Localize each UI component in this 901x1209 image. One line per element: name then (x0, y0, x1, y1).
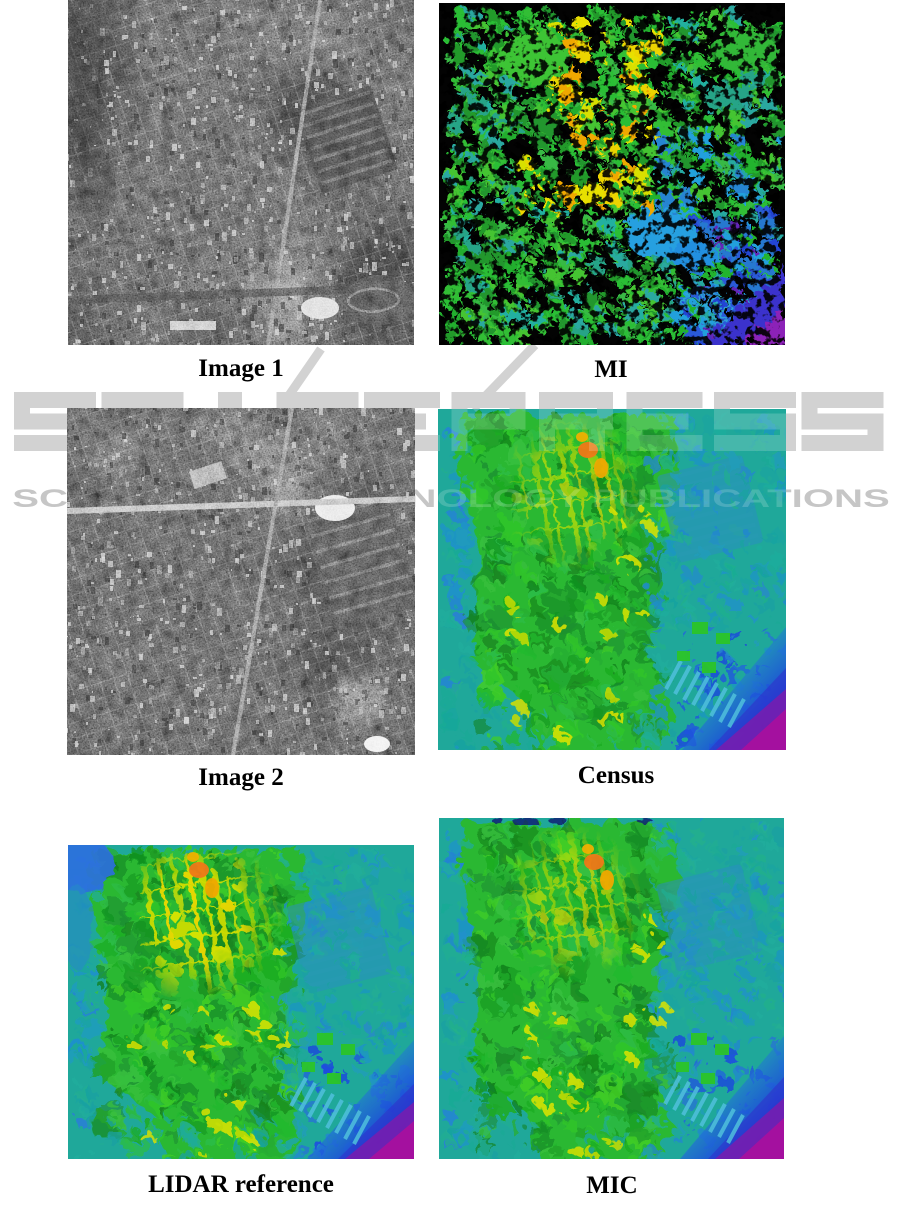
svg-text:SCIENCE AND TECHNOLOGY PUBLICA: SCIENCE AND TECHNOLOGY PUBLICATIONS (438, 484, 786, 512)
